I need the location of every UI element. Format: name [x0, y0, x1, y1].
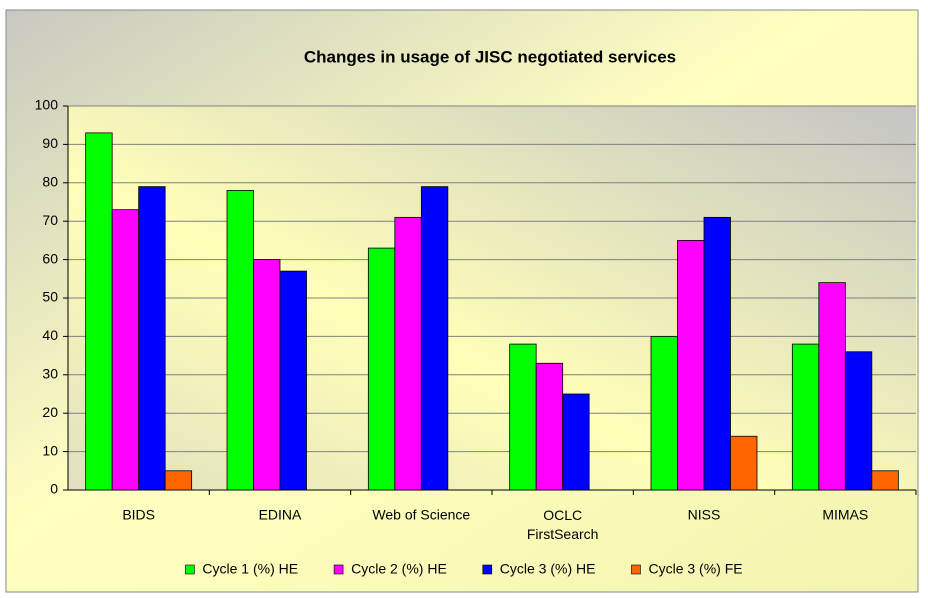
- legend-swatch: [482, 564, 493, 575]
- bar: [730, 435, 758, 491]
- bar: [650, 335, 678, 491]
- y-tick-label: 100: [35, 97, 59, 113]
- legend-label: Cycle 1 (%) HE: [202, 561, 298, 577]
- bar: [138, 186, 166, 491]
- x-tick-label: MIMAS: [822, 507, 868, 523]
- y-tick-label: 30: [42, 366, 58, 382]
- legend-swatch: [185, 564, 195, 575]
- bar: [85, 132, 113, 491]
- bar: [111, 209, 140, 491]
- bar: [703, 216, 731, 491]
- bar: [818, 282, 846, 491]
- bar: [535, 362, 564, 491]
- y-tick-label: 60: [42, 250, 58, 266]
- y-tick-label: 50: [42, 289, 58, 305]
- legend-label: Cycle 3 (%) HE: [500, 561, 596, 577]
- x-tick-label: Web of Science: [372, 507, 470, 523]
- y-tick-label: 20: [42, 404, 58, 420]
- chart-title: Changes in usage of JISC negotiated serv…: [304, 47, 676, 66]
- x-tick-label: BIDS: [122, 507, 155, 523]
- bar: [253, 259, 281, 491]
- y-tick-label: 90: [42, 135, 58, 151]
- bar: [420, 186, 449, 491]
- legend-label: Cycle 2 (%) HE: [351, 561, 447, 577]
- y-tick-label: 80: [42, 174, 58, 190]
- bar: [367, 247, 396, 491]
- x-tick-label: OCLC FirstSearch: [527, 507, 599, 542]
- legend-swatch: [631, 564, 641, 575]
- bar: [562, 393, 590, 491]
- bar: [509, 343, 537, 491]
- bar: [871, 470, 899, 491]
- bar: [164, 470, 193, 491]
- bar: [677, 239, 705, 491]
- x-tick-label: EDINA: [259, 507, 302, 523]
- y-tick-label: 0: [50, 481, 58, 497]
- bar: [791, 343, 820, 491]
- bar: [226, 190, 254, 491]
- x-tick-label: NISS: [688, 507, 721, 523]
- bar: [394, 216, 422, 491]
- legend-label: Cycle 3 (%) FE: [648, 561, 742, 577]
- bar: [279, 270, 307, 491]
- bar: [844, 351, 873, 491]
- y-tick-label: 70: [42, 212, 58, 228]
- y-tick-label: 40: [42, 327, 58, 343]
- y-tick-label: 10: [42, 442, 58, 458]
- legend-swatch: [333, 564, 344, 575]
